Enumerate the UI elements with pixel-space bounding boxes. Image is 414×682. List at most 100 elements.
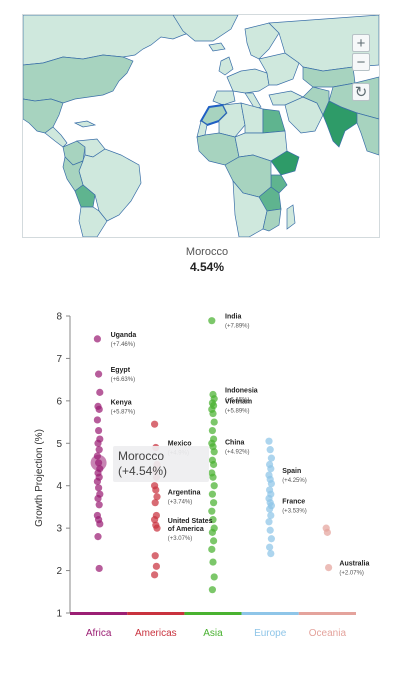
category-label-europe: Europe	[254, 628, 287, 639]
y-axis-title: Growth Projection (%)	[34, 429, 45, 527]
annotation-name: Australia	[339, 561, 369, 568]
data-point	[323, 528, 331, 536]
data-point	[210, 482, 218, 490]
data-point	[152, 562, 160, 570]
data-point	[93, 416, 101, 424]
category-band-americas	[127, 612, 185, 615]
data-point	[151, 552, 159, 560]
country-bolivia[interactable]	[74, 184, 96, 208]
data-point	[267, 550, 275, 558]
annotation-value: (+7.46%)	[111, 342, 136, 348]
category-band-europe	[241, 612, 299, 615]
data-point	[210, 448, 218, 456]
category-band-oceania	[298, 612, 356, 615]
annotation-value: (+7.89%)	[225, 324, 250, 330]
country-mozambique[interactable]	[262, 208, 282, 232]
country-india[interactable]	[322, 100, 358, 148]
data-point	[95, 426, 103, 435]
data-point	[94, 494, 102, 503]
y-tick-label: 6	[56, 396, 62, 407]
data-point	[266, 543, 274, 551]
annotation-value: (+5.87%)	[111, 409, 136, 415]
highlight-point	[90, 454, 107, 471]
data-point	[208, 317, 216, 325]
y-tick-label: 2	[56, 566, 62, 577]
data-point	[325, 564, 333, 572]
data-point	[95, 501, 103, 509]
annotation-value: (+3.53%)	[282, 509, 307, 515]
data-point	[265, 437, 273, 445]
data-point	[208, 528, 216, 536]
data-point	[209, 516, 217, 524]
data-point	[151, 499, 159, 507]
data-point	[151, 516, 159, 524]
annotation-name: India	[225, 314, 241, 321]
data-point	[153, 493, 161, 501]
annotation-value: (+5.89%)	[225, 409, 250, 415]
country-madagascar[interactable]	[286, 204, 296, 230]
annotation-value: (+6.63%)	[111, 377, 136, 383]
data-point	[95, 370, 103, 378]
data-point	[267, 535, 275, 543]
data-point	[208, 507, 216, 515]
data-point	[152, 486, 160, 494]
country-ethiopia[interactable]	[270, 150, 300, 176]
tooltip-value: (+4.54%)	[118, 464, 168, 478]
country-italy[interactable]	[244, 92, 262, 110]
category-band-africa	[70, 612, 128, 615]
country-spain[interactable]	[212, 90, 236, 106]
tooltip: Morocco (+4.54%)	[113, 446, 209, 482]
selected-country-name: Morocco	[185, 246, 229, 258]
country-iceland[interactable]	[208, 42, 226, 52]
y-tick-label: 1	[56, 609, 62, 620]
annotation-name: Kenya	[111, 399, 132, 406]
y-tick-label: 3	[56, 524, 62, 535]
data-point	[95, 405, 103, 413]
annotation-name: Uganda	[111, 332, 137, 339]
world-map[interactable]: + − ↻	[22, 14, 380, 238]
annotation-name: China	[225, 440, 245, 447]
data-point	[210, 537, 218, 545]
country-uk[interactable]	[218, 56, 234, 76]
annotation-value: (+4.92%)	[225, 450, 250, 456]
annotation-name: Indonesia	[225, 387, 258, 394]
data-point	[96, 388, 104, 396]
data-point	[210, 418, 218, 426]
data-point	[209, 558, 217, 566]
data-point	[208, 586, 216, 594]
data-point	[151, 420, 159, 428]
annotation-value: (+3.74%)	[168, 500, 193, 506]
reset-view-button[interactable]: ↻	[352, 83, 370, 101]
data-point	[93, 335, 101, 343]
country-cuba[interactable]	[73, 120, 97, 128]
zoom-out-button[interactable]: −	[352, 53, 370, 71]
annotation-value: (+2.07%)	[339, 571, 364, 577]
data-point	[267, 454, 275, 462]
category-label-americas: Americas	[135, 628, 177, 639]
data-point	[210, 460, 218, 469]
selected-country-value: 4.54%	[189, 260, 225, 274]
data-point	[265, 518, 273, 526]
category-label-oceania: Oceania	[309, 628, 347, 639]
data-point	[96, 520, 104, 528]
country-kazakhstan[interactable]	[302, 66, 356, 88]
country-southeast-asia[interactable]	[356, 112, 379, 156]
country-argentina[interactable]	[78, 206, 108, 237]
country-central-america[interactable]	[44, 126, 68, 148]
zoom-in-button[interactable]: +	[352, 34, 370, 52]
data-point	[95, 446, 103, 454]
data-point	[210, 573, 218, 581]
category-label-africa: Africa	[86, 628, 112, 639]
data-point	[95, 564, 103, 573]
tooltip-country: Morocco	[118, 449, 165, 463]
data-point	[93, 477, 101, 486]
data-point	[266, 446, 274, 454]
map-canvas[interactable]	[23, 15, 379, 237]
annotation-name: of America	[168, 526, 204, 533]
y-tick-label: 4	[56, 481, 62, 492]
data-point	[267, 511, 275, 520]
annotation-name: United States	[168, 518, 213, 525]
annotation-name: France	[282, 499, 305, 506]
country-greenland[interactable]	[172, 15, 239, 42]
category-axis: Africa Americas Asia Europe Oceania	[70, 612, 356, 639]
